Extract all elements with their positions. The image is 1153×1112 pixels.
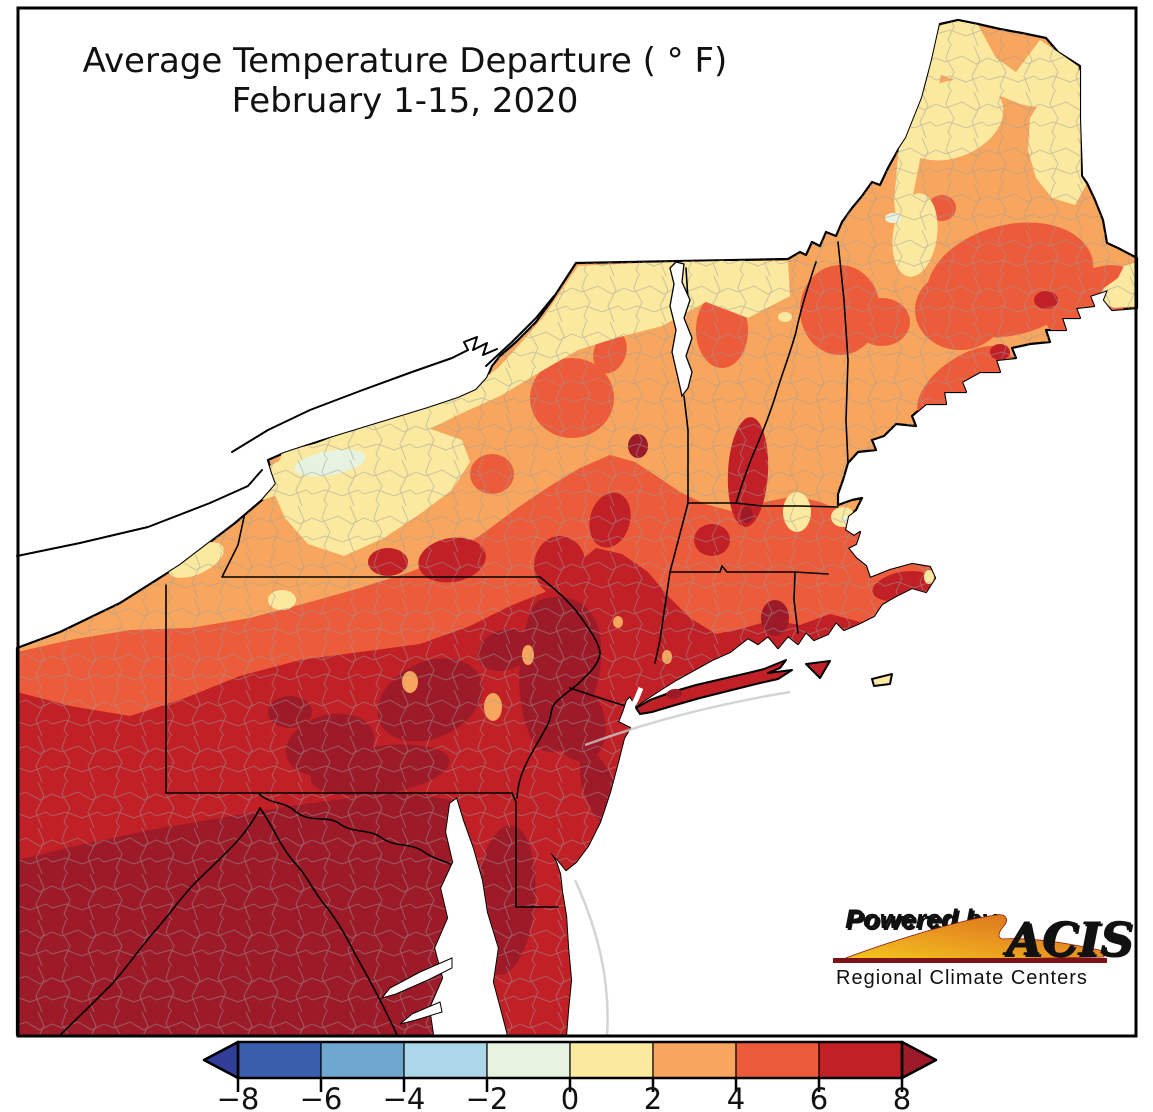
state-border-delaware bbox=[511, 792, 559, 908]
colorbar-segment bbox=[403, 1041, 488, 1079]
lake-erie-north-shore bbox=[16, 469, 263, 557]
map-title-line1: Average Temperature Departure ( ° F) bbox=[83, 41, 728, 81]
nantucket bbox=[871, 673, 893, 687]
state-border-wv-va-west bbox=[59, 807, 261, 1035]
islands-crimson bbox=[635, 659, 831, 715]
st-lawrence-canadian-shore bbox=[485, 295, 555, 367]
colorbar-segment bbox=[569, 1041, 654, 1079]
colorbar-segment bbox=[486, 1041, 571, 1079]
lake-ontario-north-shore bbox=[231, 336, 498, 453]
graticule-arc bbox=[573, 879, 609, 1036]
state-border-ny-ma-ct bbox=[654, 502, 689, 664]
state-border-wv-va-east bbox=[259, 807, 398, 1035]
colorbar-segment bbox=[818, 1041, 903, 1079]
tick-label: 6 bbox=[810, 1082, 828, 1112]
tick-label: −6 bbox=[300, 1082, 343, 1112]
tick-label: 2 bbox=[644, 1082, 662, 1112]
acis-logo: Powered by Powered by ACIS ACIS Regional… bbox=[833, 904, 1135, 989]
graticule-arc bbox=[584, 690, 791, 747]
tick-label: 4 bbox=[727, 1082, 745, 1112]
colorbar-arrow-left bbox=[202, 1040, 240, 1080]
map-title-line2: February 1-15, 2020 bbox=[232, 81, 579, 121]
tick-label: 8 bbox=[893, 1082, 911, 1112]
tick-label: −4 bbox=[383, 1082, 426, 1112]
colorbar: −8 −6 −4 −2 0 2 4 6 8 bbox=[202, 1040, 938, 1112]
colorbar-ticks bbox=[236, 1078, 904, 1092]
colorbar-segment bbox=[735, 1041, 820, 1079]
state-border-ny-pa-delaware-river bbox=[221, 507, 601, 799]
long-island bbox=[635, 659, 793, 715]
acis-name: ACIS bbox=[1002, 912, 1133, 966]
state-borders bbox=[59, 241, 849, 1035]
state-border-ma-north bbox=[687, 502, 839, 508]
marthas-vineyard bbox=[805, 660, 831, 679]
tick-label: 0 bbox=[561, 1082, 579, 1112]
lake-champlain bbox=[669, 261, 693, 398]
potomac-river bbox=[380, 957, 453, 999]
colorbar-segment bbox=[320, 1041, 405, 1079]
acis-underline-bar bbox=[833, 958, 1107, 963]
colorbar-segment bbox=[237, 1041, 322, 1079]
long-island-maroon-spot bbox=[666, 688, 682, 700]
hudson-river bbox=[627, 687, 644, 712]
colorbar-arrow-right bbox=[900, 1040, 938, 1080]
rappahannock-river bbox=[399, 1001, 443, 1025]
colorbar-segment bbox=[652, 1041, 737, 1079]
map-frame bbox=[16, 6, 1138, 1038]
state-border-vt-nh bbox=[735, 261, 817, 504]
tick-label: −2 bbox=[466, 1082, 509, 1112]
state-border-ny-nj bbox=[569, 687, 633, 709]
state-border-ct-ri bbox=[793, 571, 799, 634]
acis-subtitle: Regional Climate Centers bbox=[836, 967, 1088, 989]
state-border-ma-south bbox=[669, 565, 829, 575]
state-border-me-nh bbox=[837, 241, 849, 464]
colorbar-tick-labels: −8 −6 −4 −2 0 2 4 6 8 bbox=[217, 1082, 912, 1112]
state-border-md-wv-potomac bbox=[257, 792, 456, 869]
tick-label: −8 bbox=[217, 1082, 260, 1112]
